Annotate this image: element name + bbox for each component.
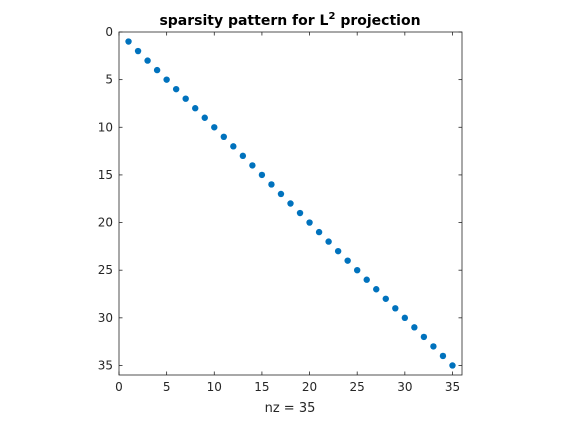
nonzero-marker (134, 47, 142, 55)
x-tick-label: 15 (254, 380, 269, 394)
y-tick-label: 25 (98, 263, 113, 277)
nonzero-marker (201, 114, 208, 121)
nonzero-marker (220, 133, 228, 141)
y-axis-ticks (119, 31, 462, 366)
nonzero-marker (353, 266, 361, 274)
nonzero-marker (182, 95, 189, 102)
x-tick-label: 20 (302, 380, 317, 394)
nonzero-marker (382, 295, 389, 302)
nonzero-marker (277, 190, 285, 198)
y-tick-label: 35 (98, 358, 113, 372)
nonzero-marker (315, 228, 323, 236)
x-tick-label: 25 (350, 380, 365, 394)
nonzero-marker (363, 276, 370, 283)
nonzero-marker (153, 66, 161, 74)
nonzero-marker (172, 85, 180, 93)
nonzero-marker (449, 362, 456, 369)
x-axis-tick-labels: 0 5 10 15 20 25 30 35 (115, 380, 460, 394)
nonzero-marker (411, 324, 418, 331)
nonzero-markers (125, 38, 456, 369)
x-tick-label: 10 (207, 380, 222, 394)
nonzero-marker (344, 257, 351, 264)
nonzero-marker (249, 162, 256, 169)
nonzero-marker (420, 333, 428, 341)
nonzero-marker (439, 352, 447, 360)
y-tick-label: 15 (98, 168, 113, 182)
y-tick-label: 0 (105, 25, 113, 39)
nonzero-marker (163, 76, 170, 83)
nonzero-marker (258, 171, 266, 179)
y-axis-tick-labels: 0 5 10 15 20 25 30 35 (98, 25, 113, 372)
nonzero-marker (296, 209, 304, 217)
nonzero-marker (401, 314, 409, 322)
x-tick-label: 35 (445, 380, 460, 394)
nonzero-marker (192, 105, 199, 112)
x-axis-ticks (118, 32, 453, 375)
nonzero-marker (392, 305, 399, 312)
nonzero-marker (125, 38, 132, 45)
chart-title-suffix: projection (335, 13, 420, 29)
y-tick-label: 30 (98, 311, 113, 325)
nonzero-marker (211, 124, 218, 131)
x-axis-label: nz = 35 (265, 401, 316, 416)
y-tick-label: 10 (98, 120, 113, 134)
nonzero-marker (430, 343, 437, 350)
nonzero-marker (334, 247, 342, 255)
nonzero-marker (306, 219, 313, 226)
nonzero-marker (239, 152, 247, 160)
nonzero-marker (373, 286, 380, 293)
chart-title-main: sparsity pattern for L (159, 13, 328, 29)
nonzero-marker (144, 57, 151, 64)
x-tick-label: 30 (397, 380, 412, 394)
y-tick-label: 20 (98, 216, 113, 230)
nonzero-marker (325, 238, 332, 245)
x-tick-label: 0 (115, 380, 123, 394)
x-tick-label: 5 (163, 380, 171, 394)
nonzero-marker (230, 143, 237, 150)
nonzero-marker (287, 200, 294, 207)
nonzero-marker (268, 181, 275, 188)
y-tick-label: 5 (105, 73, 113, 87)
chart-title-superscript: 2 (328, 11, 335, 22)
chart-title: sparsity pattern for L2 projection (159, 11, 420, 29)
